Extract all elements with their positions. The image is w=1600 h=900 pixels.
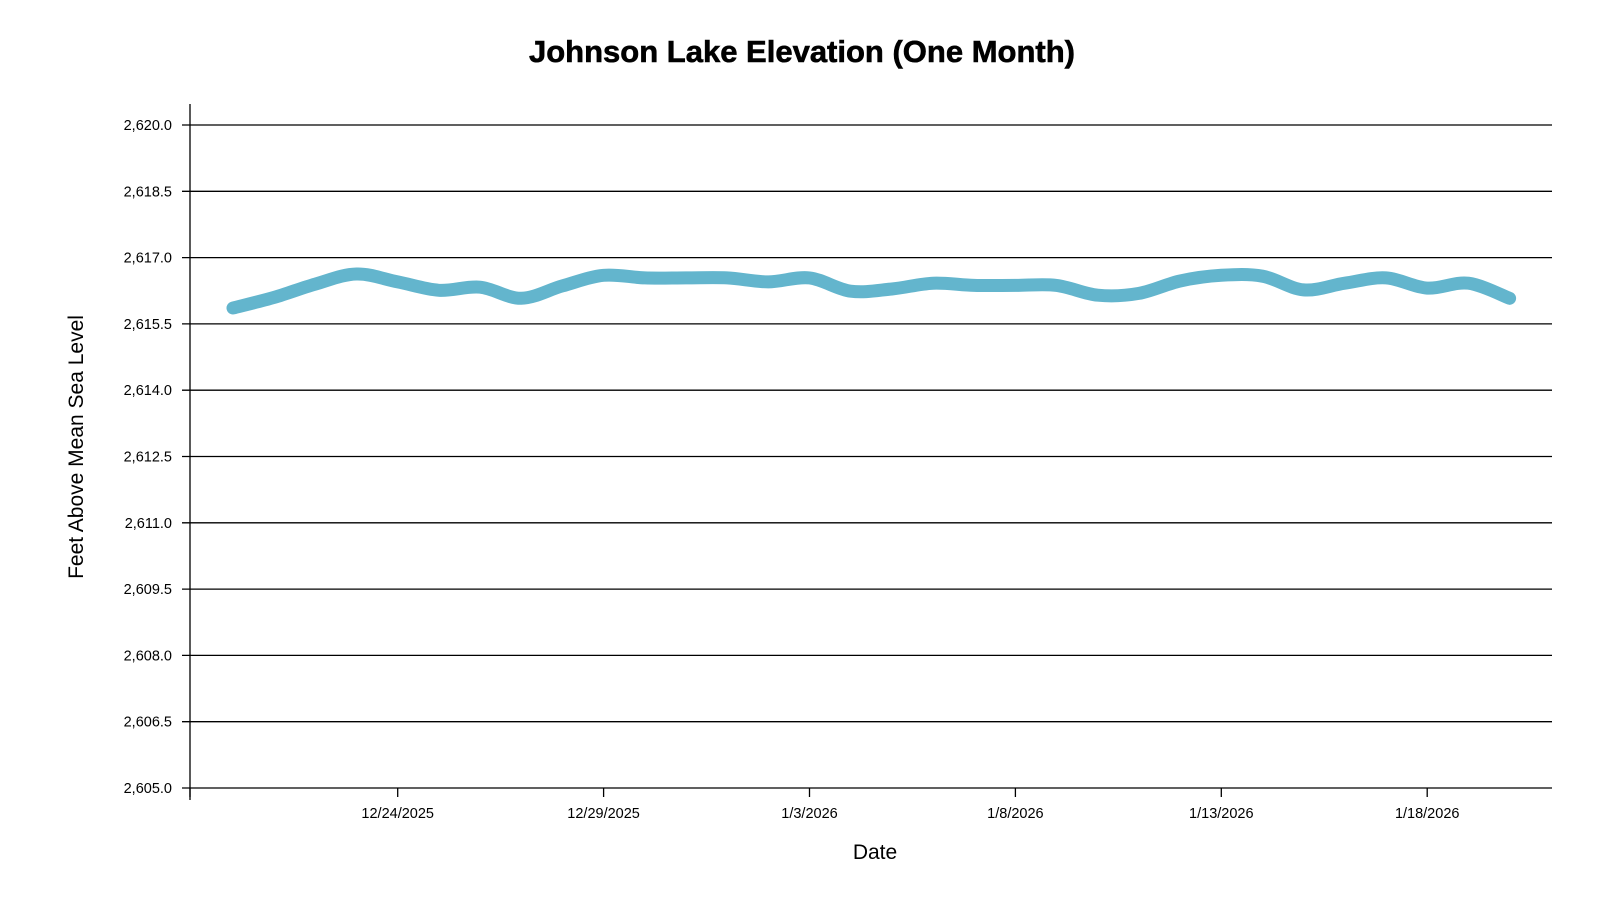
y-tick-label: 2,611.0 bbox=[125, 516, 172, 532]
y-tick-label: 2,612.5 bbox=[124, 450, 172, 466]
x-tick-label: 1/8/2026 bbox=[987, 806, 1043, 822]
x-axis-label: Date bbox=[853, 841, 897, 864]
gridlines bbox=[182, 124, 1552, 789]
y-tick-label: 2,615.5 bbox=[124, 317, 172, 333]
series-line bbox=[226, 267, 1517, 315]
x-tick-label: 1/18/2026 bbox=[1395, 806, 1460, 822]
y-axis-ticks: 2,605.0 2,606.5 2,608.0 2,609.5 2,611.0 2,612… bbox=[124, 118, 172, 797]
y-axis-label: Feet Above Mean Sea Level bbox=[65, 315, 88, 579]
y-tick-label: 2,614.0 bbox=[124, 383, 172, 399]
y-tick-label: 2,618.5 bbox=[124, 184, 172, 200]
y-tick-label: 2,620.0 bbox=[124, 118, 172, 134]
x-tick-label: 1/13/2026 bbox=[1189, 806, 1254, 822]
y-tick-label: 2,606.5 bbox=[124, 715, 172, 731]
x-tick-label: 12/29/2025 bbox=[567, 806, 640, 822]
x-axis-ticks: 12/24/2025 12/29/2025 1/3/2026 1/8/2026 1/13… bbox=[189, 788, 1460, 822]
chart-title: Johnson Lake Elevation (One Month) bbox=[529, 34, 1075, 69]
x-tick-label: 12/24/2025 bbox=[361, 806, 434, 822]
x-tick-label: 1/3/2026 bbox=[781, 806, 837, 822]
y-tick-label: 2,605.0 bbox=[124, 781, 172, 797]
y-tick-label: 2,617.0 bbox=[124, 251, 172, 267]
series-layer bbox=[226, 267, 1517, 315]
y-tick-label: 2,609.5 bbox=[124, 582, 172, 598]
y-tick-label: 2,608.0 bbox=[124, 648, 172, 664]
